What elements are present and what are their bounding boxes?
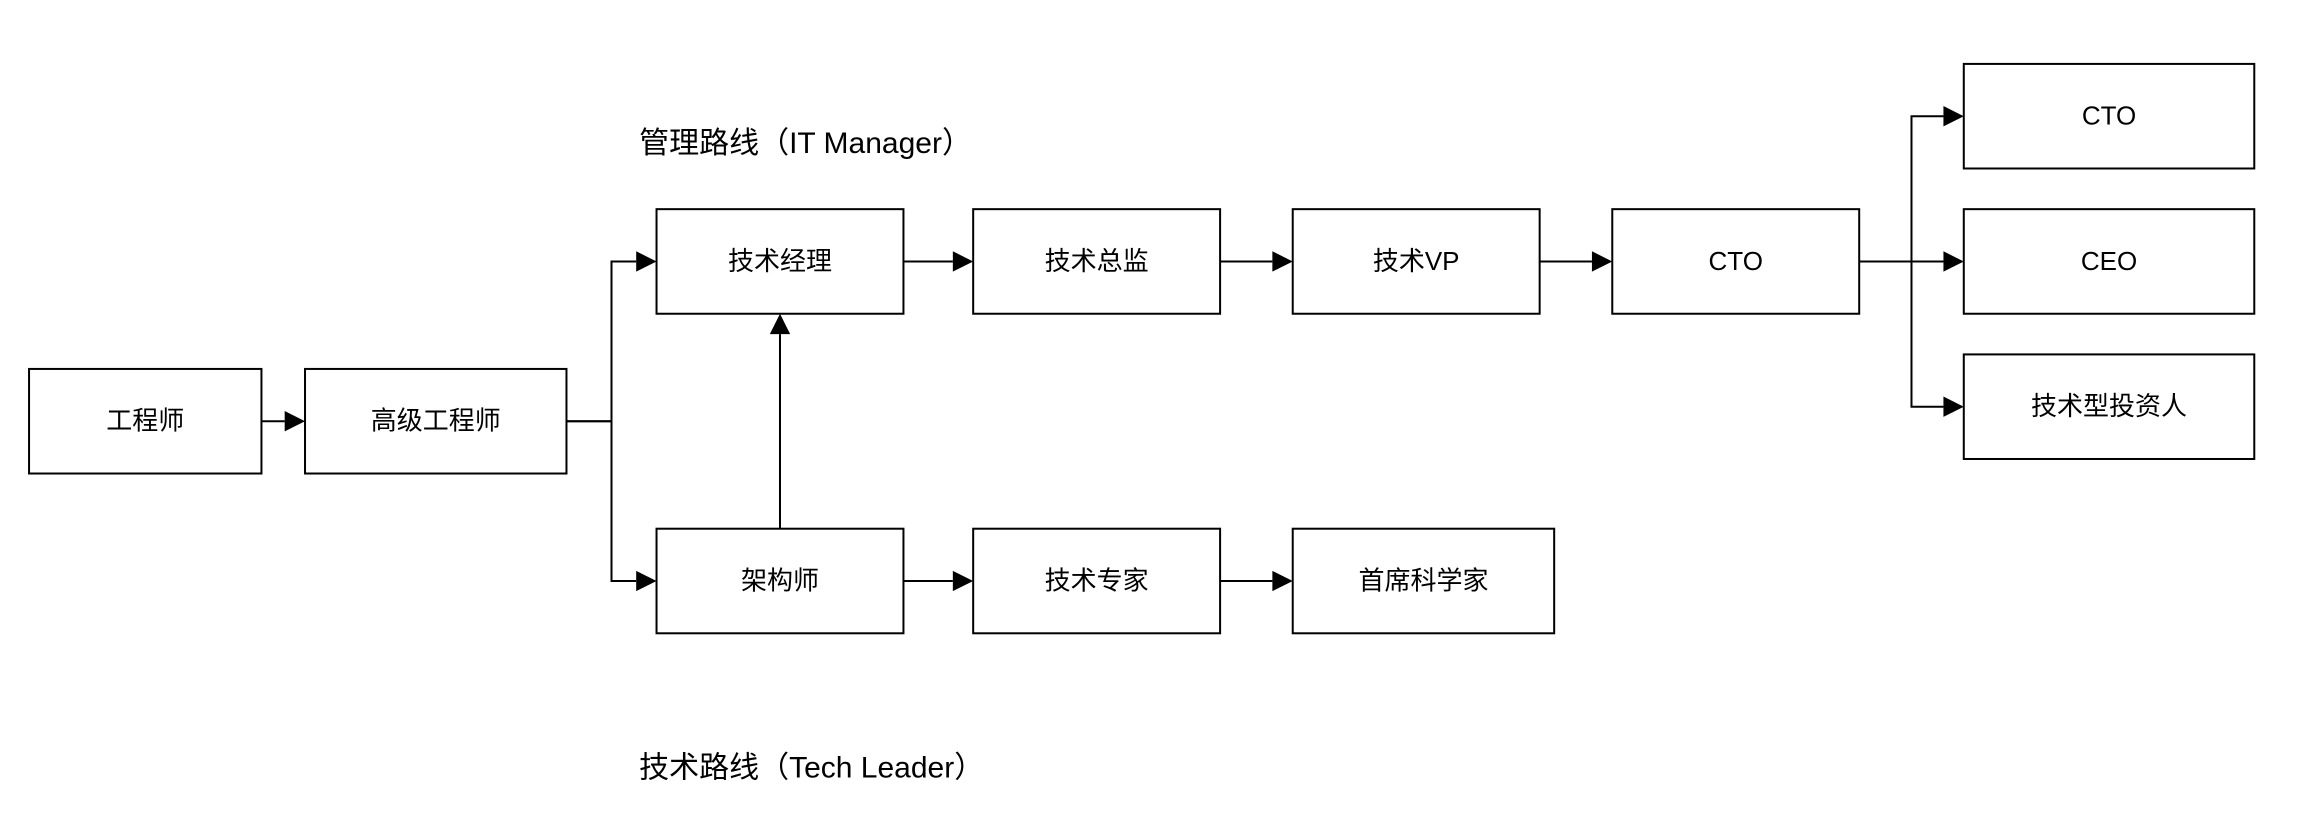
career-path-diagram: 工程师 高级工程师 技术经理 技术总监 技术VP CTO 架构师 技术专家 首席科学家 CTO CE…: [0, 0, 2324, 840]
arrowhead: [770, 314, 790, 334]
arrowhead: [1943, 251, 1963, 271]
node-architect: 架构师: [657, 529, 904, 634]
node-cto: CTO: [1612, 209, 1859, 314]
arrowhead: [1592, 251, 1612, 271]
caption-management: 管理路线（IT Manager）: [639, 127, 972, 160]
node-engineer: 工程师: [29, 369, 261, 474]
arrowhead: [636, 571, 656, 591]
node-tech-expert: 技术专家: [973, 529, 1220, 634]
node-label-cto: CTO: [1709, 246, 1763, 276]
node-chief-scientist: 首席科学家: [1293, 529, 1554, 634]
edge-cto-to-tech-investor: [1859, 261, 1943, 406]
edge-senior-engineer-to-architect: [566, 421, 636, 581]
node-label-top-cto: CTO: [2082, 101, 2136, 131]
arrowhead: [953, 251, 973, 271]
node-top-cto: CTO: [1964, 64, 2255, 169]
node-label-tech-investor: 技术型投资人: [2031, 391, 2187, 421]
node-top-ceo: CEO: [1964, 209, 2255, 314]
arrowhead: [285, 411, 305, 431]
edge-cto-to-top-cto: [1859, 116, 1943, 261]
arrowhead: [1272, 571, 1292, 591]
node-senior-engineer: 高级工程师: [305, 369, 566, 474]
node-label-tech-manager: 技术经理: [728, 246, 832, 276]
arrowhead: [636, 251, 656, 271]
edges-layer: [261, 106, 1963, 591]
node-tech-manager: 技术经理: [657, 209, 904, 314]
edge-senior-engineer-to-tech-manager: [566, 261, 636, 421]
arrowhead: [1943, 106, 1963, 126]
node-label-tech-expert: 技术专家: [1045, 565, 1149, 595]
node-tech-vp: 技术VP: [1293, 209, 1540, 314]
node-label-senior-engineer: 高级工程师: [371, 406, 501, 436]
node-tech-director: 技术总监: [973, 209, 1220, 314]
nodes-layer: 工程师 高级工程师 技术经理 技术总监 技术VP CTO 架构师 技术专家 首席科学家 CTO CE…: [29, 64, 2254, 633]
node-label-architect: 架构师: [741, 565, 819, 595]
node-tech-investor: 技术型投资人: [1964, 354, 2255, 459]
node-label-top-ceo: CEO: [2081, 246, 2137, 276]
arrowhead: [1943, 397, 1963, 417]
node-label-tech-director: 技术总监: [1045, 246, 1149, 276]
node-label-tech-vp: 技术VP: [1373, 246, 1460, 276]
caption-tech: 技术路线（Tech Leader）: [639, 752, 984, 785]
arrowhead: [1272, 251, 1292, 271]
node-label-engineer: 工程师: [106, 406, 184, 436]
node-label-chief-scientist: 首席科学家: [1358, 565, 1488, 595]
arrowhead: [953, 571, 973, 591]
